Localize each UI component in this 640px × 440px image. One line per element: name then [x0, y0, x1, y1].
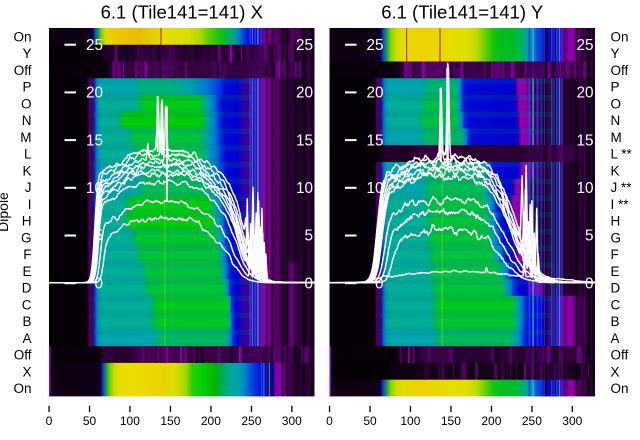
svg-text:25: 25	[366, 37, 383, 54]
svg-text:6.1 (Tile141=141) Y: 6.1 (Tile141=141) Y	[381, 2, 543, 23]
svg-text:M: M	[611, 130, 622, 145]
svg-text:20: 20	[576, 85, 593, 102]
svg-text:0: 0	[375, 275, 384, 292]
svg-text:M: M	[20, 130, 31, 145]
svg-text:Off: Off	[14, 348, 32, 363]
svg-text:P: P	[22, 80, 31, 95]
svg-text:5: 5	[304, 228, 313, 245]
svg-text:15: 15	[366, 132, 383, 149]
svg-text:B: B	[611, 314, 620, 329]
svg-text:G: G	[21, 230, 32, 245]
svg-text:20: 20	[366, 85, 383, 102]
svg-text:5: 5	[375, 228, 384, 245]
svg-text:O: O	[611, 96, 622, 111]
svg-text:I: I	[28, 197, 32, 212]
svg-text:15: 15	[576, 132, 593, 149]
svg-text:Off: Off	[611, 63, 629, 78]
svg-text:D: D	[611, 281, 621, 296]
svg-text:25: 25	[576, 37, 593, 54]
svg-text:5: 5	[94, 228, 103, 245]
svg-text:25: 25	[86, 37, 103, 54]
svg-text:300: 300	[562, 414, 582, 428]
svg-text:Off: Off	[611, 348, 629, 363]
svg-text:Y: Y	[22, 46, 31, 61]
svg-text:50: 50	[83, 414, 97, 428]
svg-text:0: 0	[46, 414, 53, 428]
svg-text:N: N	[611, 113, 621, 128]
svg-text:250: 250	[241, 414, 261, 428]
svg-text:100: 100	[120, 414, 140, 428]
svg-text:I **: I **	[611, 197, 630, 212]
svg-text:0: 0	[326, 414, 333, 428]
svg-text:J **: J **	[611, 180, 633, 195]
svg-text:Y: Y	[611, 46, 620, 61]
svg-text:N: N	[22, 113, 32, 128]
svg-text:C: C	[22, 297, 32, 312]
svg-text:L: L	[24, 147, 32, 162]
svg-text:E: E	[22, 264, 31, 279]
svg-text:300: 300	[282, 414, 302, 428]
svg-text:C: C	[611, 297, 621, 312]
svg-text:10: 10	[86, 180, 103, 197]
svg-text:K: K	[611, 163, 620, 178]
svg-text:150: 150	[441, 414, 461, 428]
svg-text:H: H	[22, 214, 32, 229]
svg-text:H: H	[611, 214, 621, 229]
svg-text:Dipole: Dipole	[0, 192, 11, 232]
svg-text:On: On	[13, 381, 31, 396]
svg-text:P: P	[611, 80, 620, 95]
svg-text:10: 10	[296, 180, 313, 197]
svg-text:L **: L **	[611, 147, 633, 162]
svg-text:Off: Off	[14, 63, 32, 78]
svg-text:25: 25	[296, 37, 313, 54]
svg-text:50: 50	[363, 414, 377, 428]
svg-text:K: K	[22, 163, 31, 178]
svg-text:10: 10	[366, 180, 383, 197]
svg-text:15: 15	[86, 132, 103, 149]
svg-text:0: 0	[585, 275, 594, 292]
svg-text:20: 20	[86, 85, 103, 102]
svg-text:6.1 (Tile141=141) X: 6.1 (Tile141=141) X	[101, 2, 263, 23]
svg-text:X: X	[611, 364, 620, 379]
svg-text:0: 0	[94, 275, 103, 292]
svg-text:D: D	[22, 281, 32, 296]
svg-text:20: 20	[296, 85, 313, 102]
svg-text:200: 200	[201, 414, 221, 428]
svg-text:5: 5	[585, 228, 594, 245]
svg-text:On: On	[611, 29, 629, 44]
svg-text:O: O	[21, 96, 32, 111]
svg-text:G: G	[611, 230, 622, 245]
svg-text:250: 250	[522, 414, 542, 428]
svg-text:10: 10	[576, 180, 593, 197]
svg-text:X: X	[22, 364, 31, 379]
svg-text:F: F	[23, 247, 31, 262]
svg-text:0: 0	[304, 275, 313, 292]
svg-text:F: F	[611, 247, 619, 262]
svg-text:E: E	[611, 264, 620, 279]
svg-text:B: B	[22, 314, 31, 329]
svg-text:On: On	[611, 381, 629, 396]
svg-text:100: 100	[400, 414, 420, 428]
svg-text:A: A	[22, 331, 31, 346]
svg-text:A: A	[611, 331, 620, 346]
svg-text:15: 15	[296, 132, 313, 149]
svg-text:On: On	[13, 29, 31, 44]
svg-text:150: 150	[160, 414, 180, 428]
svg-text:J: J	[25, 180, 32, 195]
svg-text:200: 200	[481, 414, 501, 428]
